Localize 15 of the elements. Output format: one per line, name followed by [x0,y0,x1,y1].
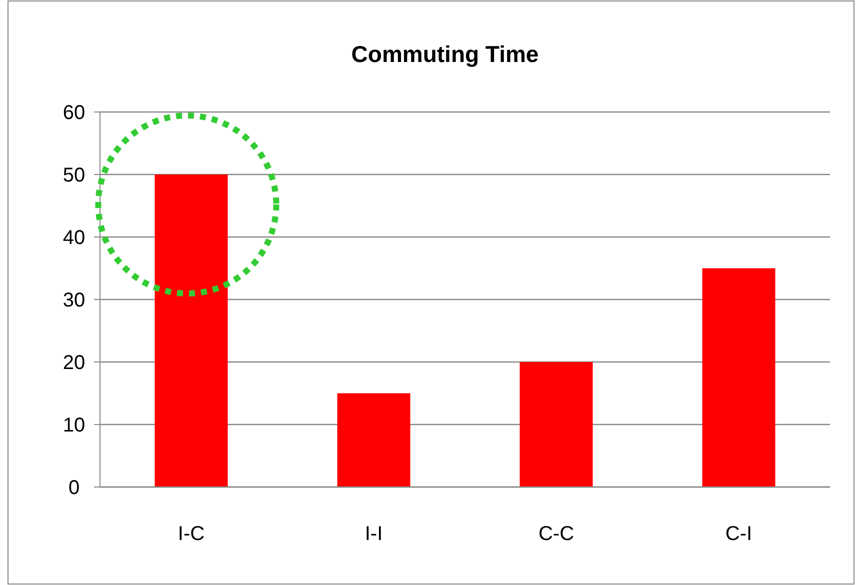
y-tick-label: 40 [62,227,86,249]
y-tick-label: 60 [62,102,86,124]
y-tick-label: 30 [62,290,86,312]
x-tick-label: C-I [725,523,752,545]
y-tick-label: 20 [62,352,86,374]
x-tick-label: I-I [364,523,383,545]
y-tick-label: 50 [62,164,86,186]
y-tick-label: 0 [68,477,80,499]
bar [337,393,410,487]
x-tick-label: C-C [538,523,574,545]
x-tick-label: I-C [178,523,205,545]
chart-title: Commuting Time [351,41,539,67]
bar [702,268,776,487]
y-tick-label: 10 [62,414,86,436]
bar [520,362,593,487]
